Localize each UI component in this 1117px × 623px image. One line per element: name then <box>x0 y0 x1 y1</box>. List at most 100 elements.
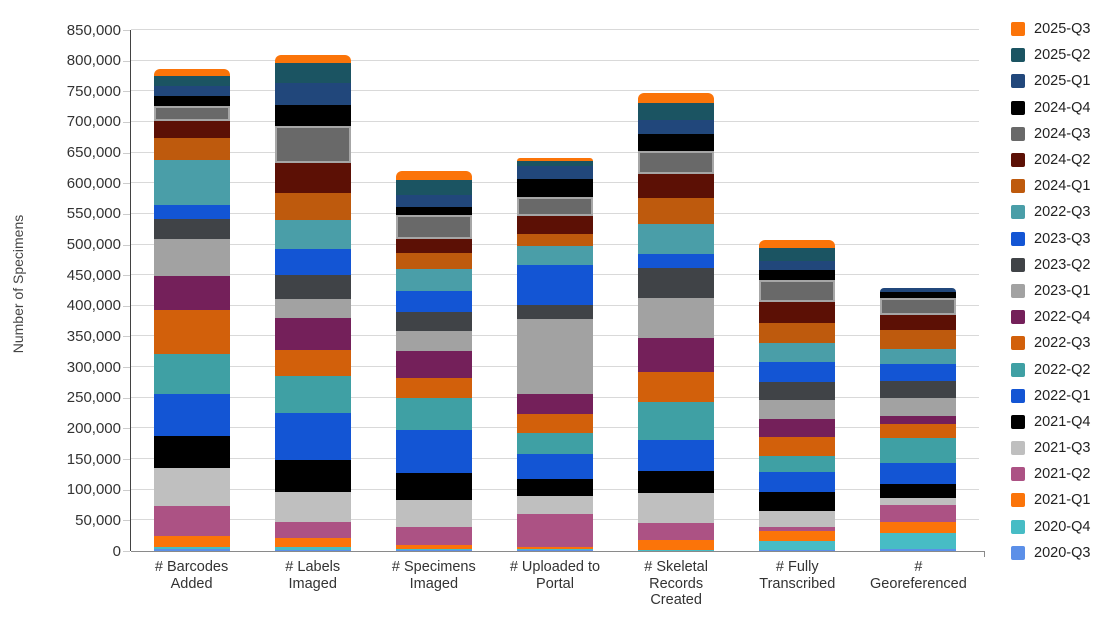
legend-item[interactable]: 2021-Q1 <box>1011 487 1090 513</box>
legend-item[interactable]: 2021-Q4 <box>1011 409 1090 435</box>
legend-item[interactable]: 2024-Q1 <box>1011 173 1090 199</box>
bar-segment[interactable] <box>638 471 715 494</box>
legend-item[interactable]: 2024-Q3 <box>1011 121 1090 147</box>
bar-segment[interactable] <box>395 312 472 332</box>
legend-item[interactable]: 2022-Q4 <box>1011 304 1090 330</box>
bar-segment[interactable] <box>274 193 351 221</box>
bar-segment[interactable] <box>153 95 230 107</box>
bar-segment[interactable] <box>759 342 836 363</box>
legend-item[interactable]: 2020-Q4 <box>1011 514 1090 540</box>
bar-segment[interactable] <box>638 134 715 151</box>
bar-segment[interactable] <box>880 498 957 506</box>
bar-segment[interactable] <box>153 535 230 547</box>
bar-segment[interactable] <box>638 402 715 440</box>
legend-item[interactable]: 2022-Q1 <box>1011 383 1090 409</box>
bar-segment[interactable] <box>880 314 957 330</box>
bar-segment[interactable] <box>880 416 957 425</box>
bar-segment[interactable] <box>153 546 230 550</box>
bar-segment[interactable] <box>153 505 230 536</box>
bar-segment[interactable] <box>153 75 230 86</box>
bar-segment[interactable] <box>759 323 836 343</box>
bar-segment[interactable] <box>880 505 957 523</box>
bar-segment[interactable] <box>274 54 351 64</box>
legend-item[interactable]: 2025-Q2 <box>1011 42 1090 68</box>
bar-segment[interactable] <box>638 297 715 339</box>
bar-segment[interactable] <box>274 83 351 105</box>
bar-segment[interactable] <box>516 179 593 197</box>
bar-segment[interactable] <box>759 362 836 382</box>
bar-segment[interactable] <box>274 538 351 547</box>
bar-segment[interactable] <box>274 63 351 84</box>
bar-segment[interactable] <box>759 437 836 457</box>
bar-segment[interactable] <box>516 245 593 265</box>
bar-segment[interactable] <box>516 234 593 246</box>
bar-segment[interactable] <box>153 468 230 506</box>
legend-item[interactable]: 2025-Q1 <box>1011 68 1090 94</box>
bar-segment[interactable] <box>516 513 593 547</box>
bar-segment[interactable] <box>395 238 472 254</box>
bar-segment[interactable] <box>516 495 593 514</box>
bar-segment[interactable] <box>274 275 351 299</box>
legend-item[interactable]: 2023-Q3 <box>1011 226 1090 252</box>
legend-item[interactable]: 2025-Q3 <box>1011 16 1090 42</box>
bar-segment[interactable] <box>759 549 836 551</box>
bar-segment[interactable] <box>759 261 836 271</box>
bar-segment[interactable] <box>395 214 472 239</box>
bar-segment[interactable] <box>516 319 593 394</box>
bar-segment[interactable] <box>880 522 957 533</box>
bar-segment[interactable] <box>153 68 230 76</box>
bar-segment[interactable] <box>395 398 472 430</box>
bar-segment[interactable] <box>638 223 715 254</box>
legend-item[interactable]: 2024-Q4 <box>1011 95 1090 121</box>
bar-segment[interactable] <box>153 138 230 161</box>
bar-segment[interactable] <box>274 413 351 461</box>
bar-segment[interactable] <box>638 253 715 268</box>
bar-segment[interactable] <box>395 544 472 549</box>
bar-segment[interactable] <box>759 381 836 401</box>
bar-segment[interactable] <box>153 120 230 139</box>
bar-segment[interactable] <box>395 180 472 196</box>
bar-segment[interactable] <box>274 220 351 249</box>
legend-item[interactable]: 2024-Q2 <box>1011 147 1090 173</box>
bar-segment[interactable] <box>880 329 957 349</box>
bar-segment[interactable] <box>759 471 836 493</box>
bar-segment[interactable] <box>638 150 715 175</box>
bar-segment[interactable] <box>395 548 472 551</box>
legend-item[interactable]: 2022-Q3 <box>1011 330 1090 356</box>
legend-item[interactable]: 2020-Q3 <box>1011 540 1090 566</box>
bar-segment[interactable] <box>153 85 230 96</box>
legend-item[interactable]: 2021-Q3 <box>1011 435 1090 461</box>
legend-item[interactable]: 2023-Q1 <box>1011 278 1090 304</box>
bar-segment[interactable] <box>516 549 593 551</box>
bar-segment[interactable] <box>880 363 957 382</box>
bar-segment[interactable] <box>516 196 593 216</box>
bar-segment[interactable] <box>274 298 351 319</box>
bar-segment[interactable] <box>759 492 836 512</box>
bar-segment[interactable] <box>516 304 593 320</box>
bar-segment[interactable] <box>880 397 957 417</box>
bar-segment[interactable] <box>759 531 836 541</box>
bar-segment[interactable] <box>395 291 472 313</box>
bar-segment[interactable] <box>395 526 472 545</box>
bar-segment[interactable] <box>274 375 351 414</box>
bar-segment[interactable] <box>880 424 957 438</box>
bar-segment[interactable] <box>153 394 230 437</box>
bar-segment[interactable] <box>274 350 351 376</box>
bar-segment[interactable] <box>638 493 715 523</box>
bar-segment[interactable] <box>638 103 715 121</box>
bar-segment[interactable] <box>638 120 715 135</box>
bar-segment[interactable] <box>638 372 715 403</box>
bar-segment[interactable] <box>880 532 957 550</box>
bar-segment[interactable] <box>153 160 230 206</box>
bar-segment[interactable] <box>395 207 472 215</box>
bar-segment[interactable] <box>395 429 472 473</box>
bar-segment[interactable] <box>759 400 836 420</box>
bar-segment[interactable] <box>759 270 836 280</box>
bar-segment[interactable] <box>153 436 230 469</box>
bar-segment[interactable] <box>516 160 593 167</box>
bar-segment[interactable] <box>153 218 230 240</box>
bar-segment[interactable] <box>274 162 351 194</box>
legend-item[interactable]: 2021-Q2 <box>1011 461 1090 487</box>
bar-segment[interactable] <box>153 275 230 311</box>
bar-segment[interactable] <box>395 195 472 208</box>
